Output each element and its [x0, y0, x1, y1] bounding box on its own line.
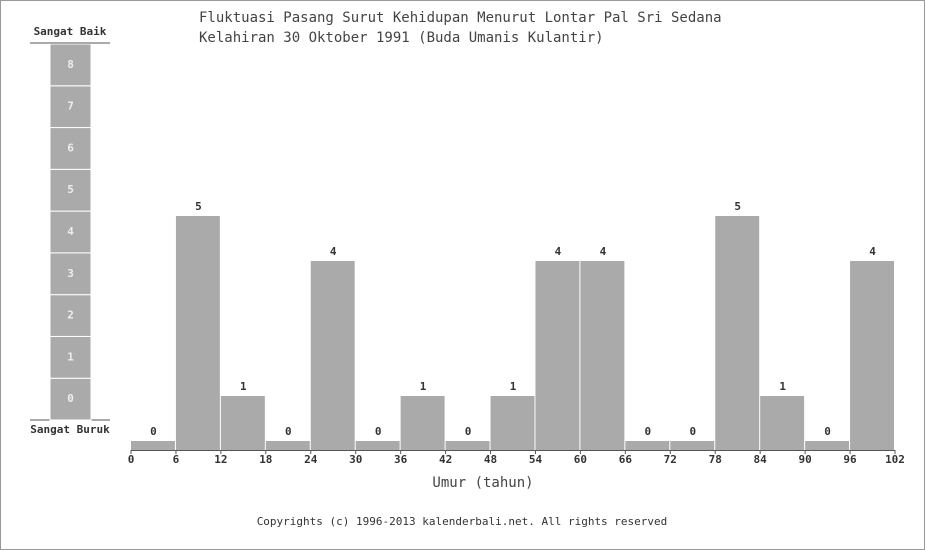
x-tick-label: 24 — [304, 453, 318, 466]
x-tick-label: 54 — [529, 453, 543, 466]
value-label: 1 — [420, 380, 427, 393]
bar — [355, 441, 400, 450]
value-label: 0 — [285, 425, 292, 438]
gauge-cell — [49, 127, 92, 170]
bar — [670, 441, 715, 450]
bar — [445, 441, 490, 450]
value-label: 0 — [465, 425, 472, 438]
gauge-level: 4 — [67, 225, 74, 238]
gauge-level: 0 — [67, 392, 74, 405]
gauge-cell — [49, 168, 92, 212]
x-tick-label: 90 — [798, 453, 811, 466]
bar — [175, 216, 220, 450]
x-tick-label: 78 — [709, 453, 722, 466]
bar — [805, 441, 850, 450]
gauge-top-label: Sangat Baik — [34, 25, 107, 38]
value-label: 0 — [824, 425, 831, 438]
bar — [265, 441, 310, 450]
bar — [131, 441, 175, 450]
value-label: 0 — [150, 425, 157, 438]
bar — [625, 441, 670, 450]
gauge-level: 3 — [67, 267, 74, 280]
x-tick-label: 60 — [574, 453, 587, 466]
value-label: 4 — [330, 245, 337, 258]
x-tick-label: 30 — [349, 453, 362, 466]
gauge-cell — [49, 294, 92, 337]
bar — [220, 396, 265, 450]
x-tick-label: 18 — [259, 453, 272, 466]
x-tick-label: 0 — [128, 453, 135, 466]
x-tick-label: 6 — [173, 453, 180, 466]
bar — [310, 261, 355, 450]
value-label: 0 — [689, 425, 696, 438]
gauge-bottom-label: Sangat Buruk — [30, 423, 110, 436]
bar — [760, 396, 805, 450]
chart-subtitle: Kelahiran 30 Oktober 1991 (Buda Umanis K… — [199, 30, 604, 46]
x-tick-label: 102 — [885, 453, 905, 466]
value-label: 1 — [779, 380, 786, 393]
bar — [850, 261, 894, 450]
value-label: 1 — [510, 380, 517, 393]
gauge-cell — [49, 43, 92, 87]
gauge-level: 5 — [67, 183, 74, 196]
value-label: 0 — [645, 425, 652, 438]
gauge-level: 8 — [67, 58, 74, 71]
value-label: 0 — [375, 425, 382, 438]
value-label: 1 — [240, 380, 247, 393]
x-tick-label: 42 — [439, 453, 452, 466]
value-label: 5 — [195, 200, 202, 213]
bar — [400, 396, 445, 450]
x-tick-label: 72 — [664, 453, 677, 466]
value-label: 4 — [869, 245, 876, 258]
x-tick-label: 12 — [214, 453, 227, 466]
x-tick-label: 84 — [754, 453, 768, 466]
gauge-level: 6 — [67, 141, 74, 154]
footer: Copyrights (c) 1996-2013 kalenderbali.ne… — [257, 515, 668, 528]
x-axis-label: Umur (tahun) — [432, 475, 533, 491]
x-tick-label: 96 — [843, 453, 857, 466]
gauge-cell — [49, 252, 92, 296]
x-tick-label: 36 — [394, 453, 408, 466]
value-label: 4 — [555, 245, 562, 258]
gauge-level: 7 — [67, 100, 74, 113]
gauge-level: 1 — [67, 350, 74, 363]
gauge-level: 2 — [67, 309, 74, 322]
chart-title: Fluktuasi Pasang Surut Kehidupan Menurut… — [199, 10, 722, 26]
bar — [580, 261, 625, 450]
gauge-cell — [49, 377, 92, 421]
bar — [490, 396, 535, 450]
value-label: 5 — [734, 200, 741, 213]
gauge-cell — [49, 85, 92, 129]
bar — [715, 216, 760, 450]
bar — [535, 261, 580, 450]
x-tick-label: 66 — [619, 453, 633, 466]
x-tick-label: 48 — [484, 453, 497, 466]
value-label: 4 — [600, 245, 607, 258]
